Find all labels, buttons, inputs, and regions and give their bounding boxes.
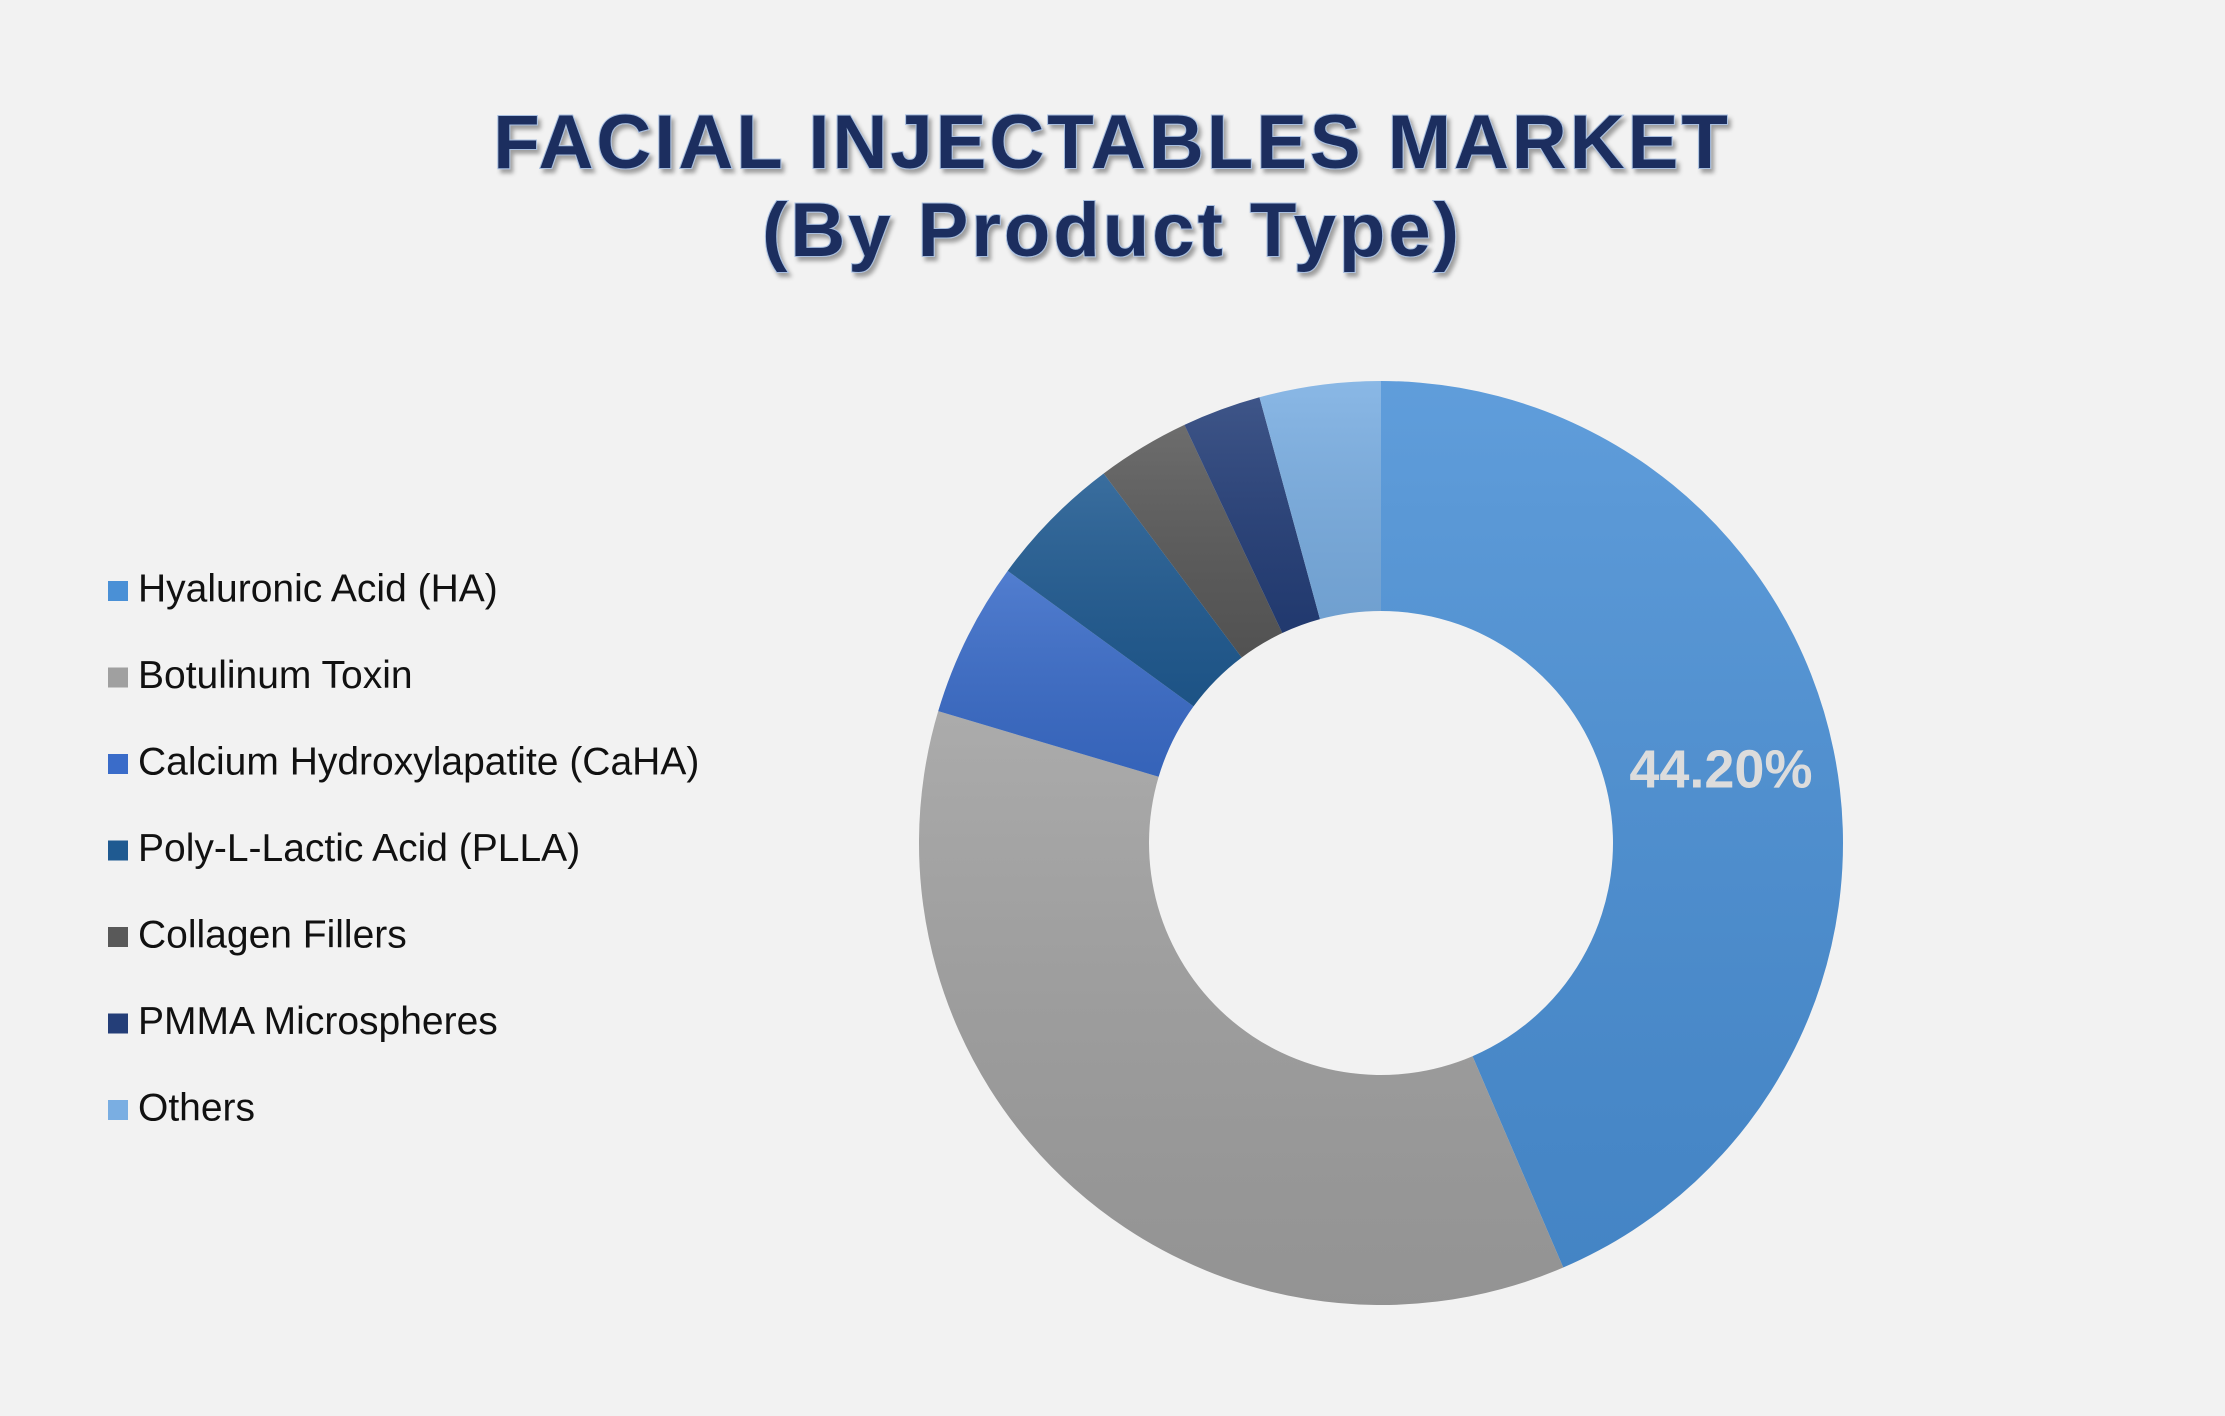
chart-title: FACIAL INJECTABLES MARKET (By Product Ty… [492,99,1731,274]
legend-swatch-hyaluronic-acid-ha [108,581,128,601]
legend-item-calcium-hydroxylapatite-caha: Calcium Hydroxylapatite (CaHA) [108,740,699,783]
slice-shade-others [1259,381,1381,620]
data-label-hyaluronic-acid-ha: 44.20% [1629,739,1812,799]
chart-title-line-1: FACIAL INJECTABLES MARKET [493,100,1731,185]
legend-swatch-collagen-fillers [108,927,128,947]
legend-label-others: Others [138,1086,255,1129]
slice-shade-collagen-fillers [1103,424,1283,658]
legend-swatch-poly-l-lactic-acid-plla [108,840,128,861]
slice-shade-poly-l-lactic-acid-plla [1007,473,1242,707]
legend-swatch-pmma-microspheres [108,1013,128,1034]
legend-label-hyaluronic-acid-ha: Hyaluronic Acid (HA) [138,567,498,610]
slice-shade-pmma-microspheres [1184,397,1320,634]
legend-item-botulinum-toxin: Botulinum Toxin [108,654,413,697]
legend-label-calcium-hydroxylapatite-caha: Calcium Hydroxylapatite (CaHA) [138,740,699,783]
chart-title-line-2: (By Product Type) [762,188,1462,273]
legend-swatch-calcium-hydroxylapatite-caha [108,754,128,774]
legend-label-pmma-microspheres: PMMA Microspheres [138,1000,498,1043]
legend-label-poly-l-lactic-acid-plla: Poly-L-Lactic Acid (PLLA) [138,827,580,870]
legend-item-poly-l-lactic-acid-plla: Poly-L-Lactic Acid (PLLA) [108,827,580,870]
legend-swatch-botulinum-toxin [108,667,128,688]
donut-slices [919,381,1843,1306]
legend-item-collagen-fillers: Collagen Fillers [108,913,407,956]
slice-shade-calcium-hydroxylapatite-caha [938,570,1194,777]
legend-label-botulinum-toxin: Botulinum Toxin [138,654,413,697]
legend: Hyaluronic Acid (HA) Botulinum Toxin Calci… [108,567,699,1129]
slice-shade-botulinum-toxin [919,711,1564,1306]
legend-label-collagen-fillers: Collagen Fillers [138,913,407,956]
legend-item-pmma-microspheres: PMMA Microspheres [108,1000,498,1043]
data-labels: 44.20% [1629,739,1812,799]
legend-item-hyaluronic-acid-ha: Hyaluronic Acid (HA) [108,567,498,610]
slice-shade-hyaluronic-acid-ha [1381,381,1843,1268]
legend-swatch-others [108,1100,128,1120]
legend-item-others: Others [108,1086,255,1129]
